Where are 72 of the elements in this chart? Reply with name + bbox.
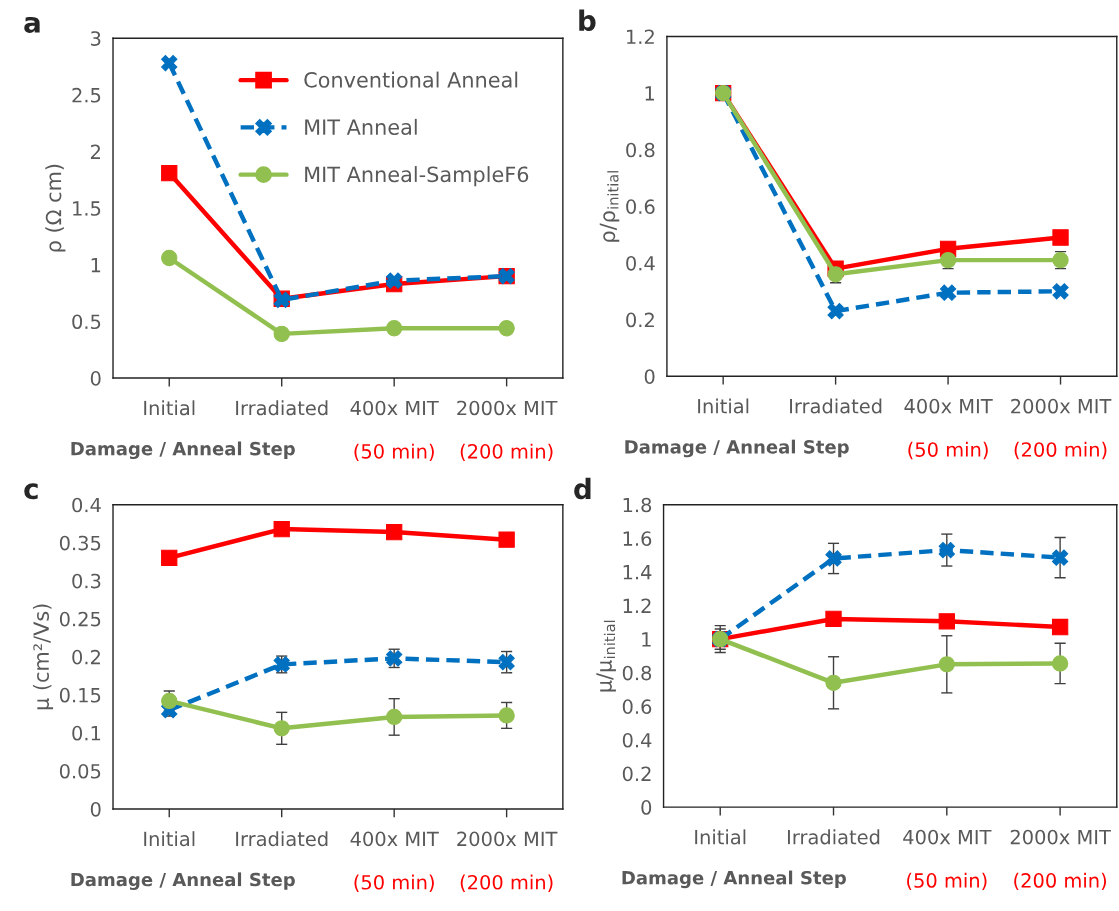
x-tick-label: 2000x MIT — [1010, 829, 1111, 845]
x-tick-label: Initial — [695, 829, 746, 845]
text: (50 min) — [908, 441, 988, 460]
y-tick-label: 0.2 — [626, 312, 654, 328]
x-axis-title: Damage / Anneal Step — [622, 870, 846, 889]
y-tick-label: 1 — [91, 258, 101, 273]
legend-label: Conventional Anneal — [304, 71, 518, 88]
chart-title: b — [579, 9, 596, 32]
y-tick-label: 0.8 — [622, 665, 652, 681]
x-tick-label: 400x MIT — [904, 398, 993, 414]
y-tick-label: 0.2 — [72, 649, 100, 665]
y-tick-label: 2 — [90, 144, 100, 159]
text: (50 min) — [354, 443, 434, 461]
y-axis-title: ρ/ρ$_{initial}$ — [599, 171, 620, 242]
y-tick-label: 0.1 — [72, 725, 101, 741]
y-tick-label: 0.35 — [59, 535, 101, 551]
x-tick-label: Irradiated — [236, 400, 328, 416]
y-tick-label: 0 — [90, 801, 101, 817]
text: (200 min) — [1014, 872, 1107, 891]
text: (50 min) — [907, 872, 987, 891]
x-tick-label: 400x MIT — [903, 829, 992, 845]
y-tick-label: 0.5 — [72, 314, 101, 330]
y-tick-label: 0.15 — [59, 687, 101, 703]
y-tick-label: 1 — [645, 86, 655, 101]
y-tick-label: 0.05 — [59, 763, 101, 779]
y-tick-label: 1 — [642, 632, 651, 647]
x-axis-title: Damage / Anneal Step — [71, 872, 295, 890]
y-tick-label: 0 — [90, 371, 101, 386]
x-tick-label: 2000x MIT — [457, 831, 558, 847]
chart-title: c — [24, 483, 38, 500]
y-tick-label: 0.3 — [72, 573, 101, 589]
y-tick-label: 1.2 — [627, 29, 654, 44]
y-tick-label: 0.2 — [622, 766, 651, 782]
y-tick-label: 0.25 — [59, 611, 101, 627]
y-tick-label: 0.6 — [622, 699, 652, 714]
y-tick-label: 2.5 — [72, 87, 101, 103]
y-tick-label: 1.4 — [623, 565, 652, 580]
y-tick-label: 1.6 — [623, 531, 652, 546]
y-tick-label: 0 — [644, 369, 655, 384]
y-tick-label: 1.5 — [73, 201, 101, 216]
text: (200 min) — [460, 443, 553, 461]
y-axis-title: μ (cm²/Vs) — [32, 604, 54, 710]
x-tick-label: Initial — [144, 831, 195, 847]
x-tick-label: 400x MIT — [350, 831, 439, 847]
y-axis-title: μ/μ$_{initial}$ — [596, 620, 616, 692]
y-tick-label: 0.6 — [626, 199, 655, 215]
x-tick-label: Irradiated — [790, 398, 882, 414]
y-tick-label: 0 — [641, 800, 652, 815]
y-tick-label: 0.8 — [626, 142, 655, 158]
y-tick-label: 1.2 — [623, 598, 651, 613]
y-tick-label: 0.4 — [622, 732, 652, 748]
y-tick-label: 1.8 — [623, 497, 652, 513]
y-axis-title: ρ (Ω cm) — [45, 164, 66, 252]
x-tick-label: Initial — [698, 398, 749, 414]
y-tick-label: 3 — [91, 31, 101, 46]
x-tick-label: 400x MIT — [350, 400, 439, 416]
legend-label: MIT Anneal-SampleF6 — [305, 166, 529, 187]
chart-title: a — [24, 16, 40, 33]
text: (200 min) — [1014, 441, 1107, 460]
x-tick-label: Irradiated — [787, 829, 880, 845]
x-axis-title: Damage / Anneal Step — [625, 439, 849, 458]
x-tick-label: 2000x MIT — [1011, 398, 1112, 414]
y-tick-label: 0.4 — [626, 255, 655, 271]
text: (200 min) — [460, 874, 553, 892]
y-tick-label: 0.4 — [72, 497, 101, 513]
x-tick-label: 2000x MIT — [457, 400, 558, 416]
x-axis-title: Damage / Anneal Step — [71, 441, 295, 460]
chart-title: d — [574, 477, 591, 500]
x-tick-label: Irradiated — [236, 831, 328, 847]
legend-label: MIT Anneal — [305, 118, 417, 135]
x-tick-label: Initial — [144, 400, 195, 416]
text: (50 min) — [354, 874, 434, 892]
